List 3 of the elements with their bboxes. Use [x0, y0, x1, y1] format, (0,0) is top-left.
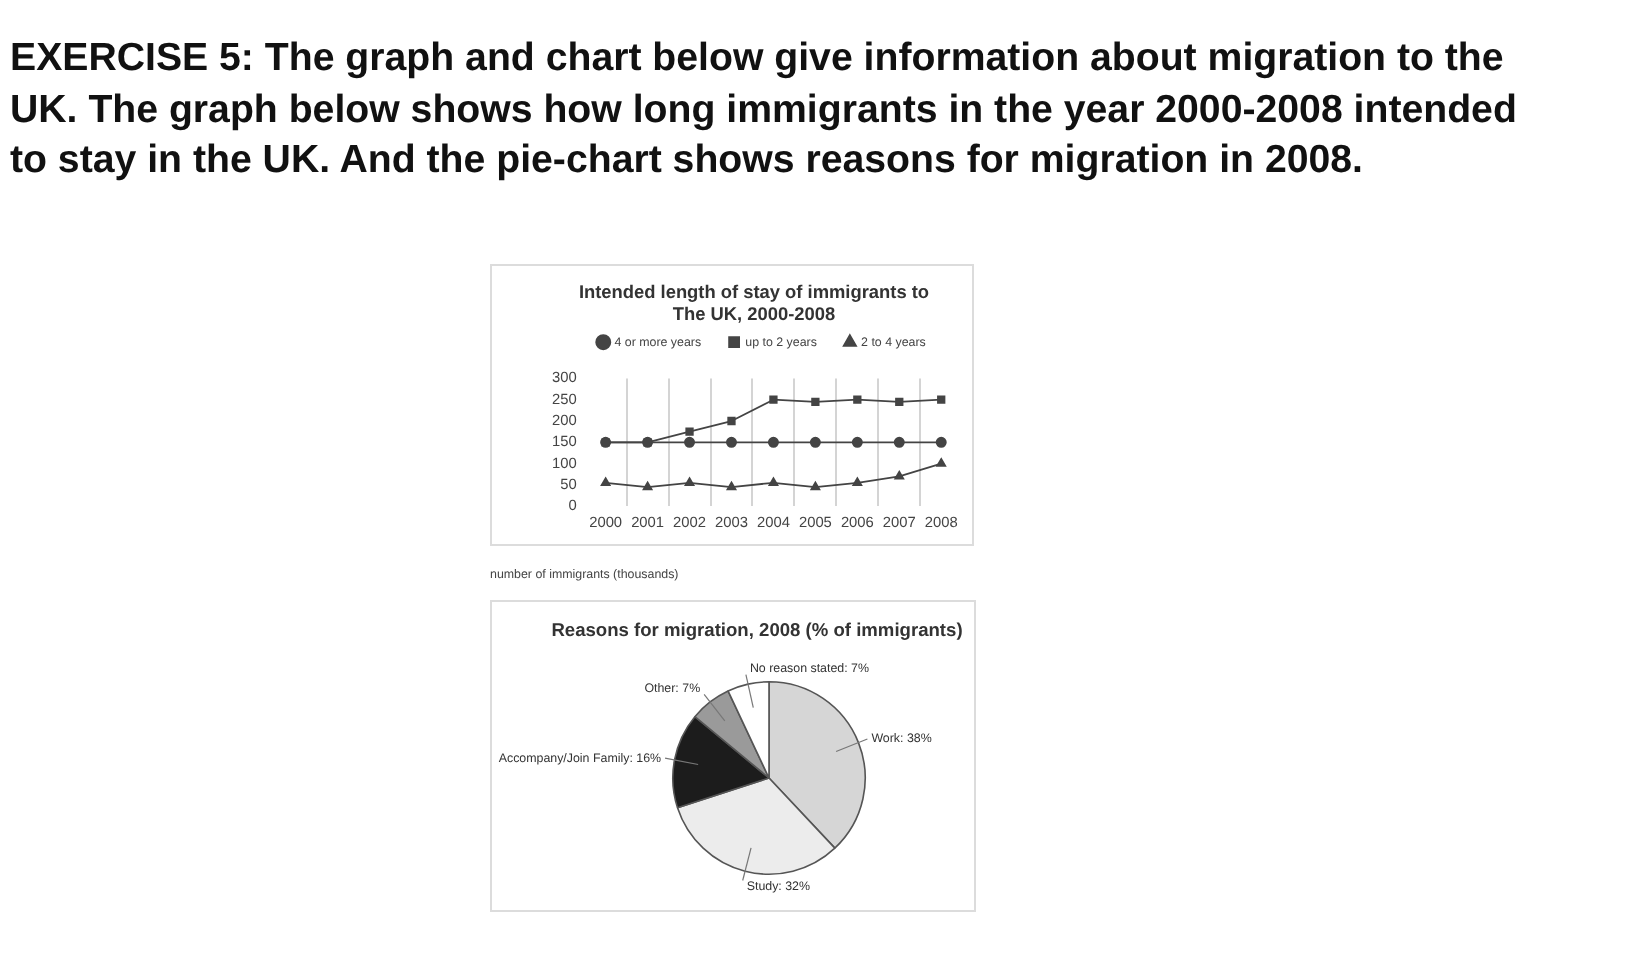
chart-title: Intended length of stay of immigrants to The UK, 2000-2008	[576, 282, 932, 324]
chart-title: Reasons for migration, 2008 (% of immigrants)	[549, 620, 965, 642]
text: EXERCISE 5: The graph and chart below give information about migration to the UK. The graph below shows how long immigrants in the year 2000-2008 intended to stay in the UK. And the pie-chart shows reasons for migration in 2008.	[10, 34, 1519, 186]
